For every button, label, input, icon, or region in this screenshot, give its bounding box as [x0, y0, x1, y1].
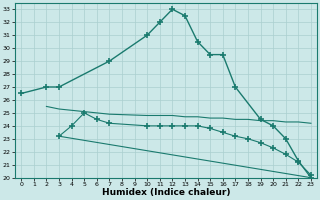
- X-axis label: Humidex (Indice chaleur): Humidex (Indice chaleur): [102, 188, 230, 197]
